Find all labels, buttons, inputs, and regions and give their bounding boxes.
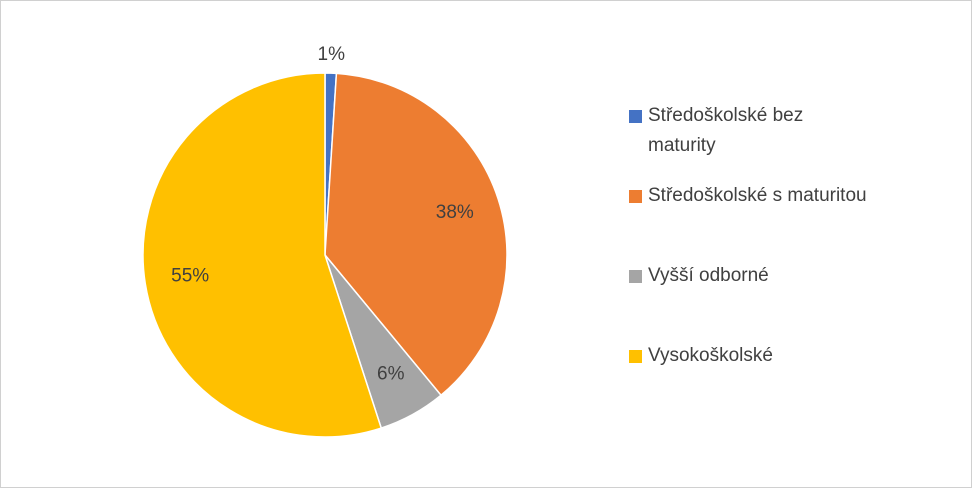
legend-entry: Středoškolské bez maturity bbox=[629, 101, 859, 181]
data-label: 38% bbox=[436, 202, 474, 223]
pie-slice bbox=[142, 72, 383, 438]
legend-entry: Vysokoškolské bbox=[629, 341, 959, 421]
data-label: 55% bbox=[171, 265, 209, 286]
legend-swatch bbox=[629, 110, 642, 123]
legend: Středoškolské bez maturity Středoškolské … bbox=[629, 101, 959, 421]
legend-entry: Středoškolské s maturitou bbox=[629, 181, 959, 261]
legend-swatch bbox=[629, 350, 642, 363]
legend-swatch bbox=[629, 190, 642, 203]
pie-slice bbox=[324, 72, 508, 397]
legend-label: Středoškolské s maturitou bbox=[648, 185, 867, 206]
legend-label: Vyšší odborné bbox=[648, 265, 769, 286]
legend-entry: Vyšší odborné bbox=[629, 261, 959, 341]
legend-label: Vysokoškolské bbox=[648, 345, 773, 366]
data-label: 6% bbox=[377, 364, 405, 385]
legend-label: Středoškolské bez maturity bbox=[648, 105, 804, 156]
legend-swatch bbox=[629, 270, 642, 283]
data-label: 1% bbox=[318, 44, 346, 65]
